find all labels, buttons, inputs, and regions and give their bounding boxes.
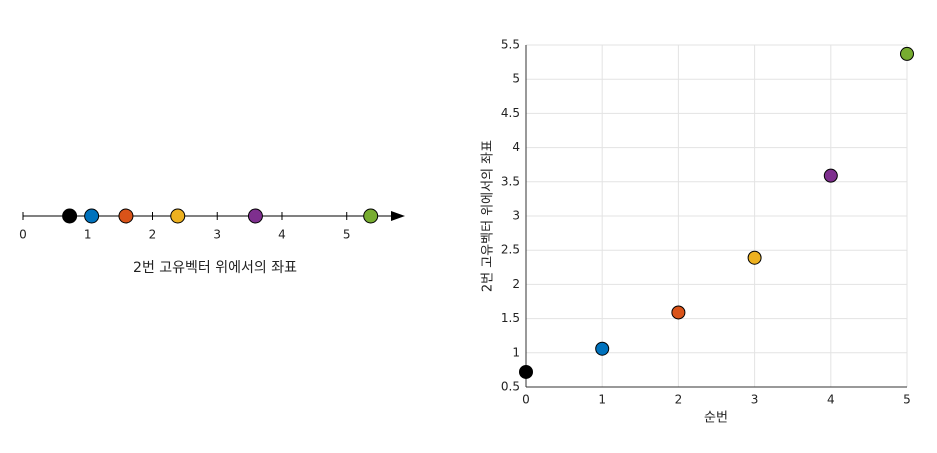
x-tick-label: 5 [343,228,351,242]
y-tick-label: 5 [512,72,520,86]
x-tick-label: 0 [522,393,530,407]
point [747,250,762,265]
x-tick-label: 1 [84,228,92,242]
y-tick-label: 1.5 [501,311,520,325]
y-tick-label: 5.5 [501,38,520,52]
y-tick-label: 1 [512,345,520,359]
x-tick-label: 3 [751,393,759,407]
x-tick-label: 4 [827,393,835,407]
x-tick-label: 2 [149,228,157,242]
x-tick-label: 3 [213,228,221,242]
axis-arrow [391,211,405,221]
x-tick-label: 0 [19,228,27,242]
y-tick-label: 3.5 [501,174,520,188]
point [595,341,610,356]
point [519,364,533,379]
point [823,168,838,183]
point [900,46,914,61]
point [118,208,134,224]
y-tick-label: 2.5 [501,243,520,257]
y-tick-label: 2 [512,277,520,291]
y-tick-label: 3 [512,209,520,223]
point [247,208,263,224]
point [671,305,686,320]
y-axis-label: 2번 고유벡터 위에서의 좌표 [481,140,496,292]
x-tick-label: 5 [903,393,911,407]
y-tick-label: 4 [512,140,520,154]
point [170,208,186,224]
x-axis-label: 순번 [704,411,728,426]
y-tick-label: 4.5 [501,106,520,120]
y-tick-label: 0.5 [501,380,520,394]
point [62,208,78,224]
point [84,208,100,224]
x-tick-label: 1 [598,393,606,407]
x-tick-label: 2 [675,393,683,407]
point [363,208,379,224]
numberline-label: 2번 고유벡터 위에서의 좌표 [133,260,297,276]
x-tick-label: 4 [278,228,286,242]
